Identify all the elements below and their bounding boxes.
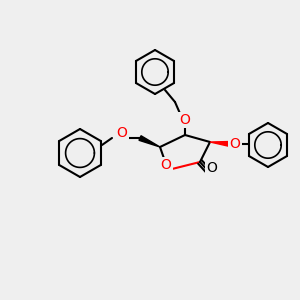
Polygon shape (139, 136, 160, 147)
Text: O: O (117, 126, 128, 140)
Text: O: O (207, 161, 218, 175)
Text: O: O (160, 158, 171, 172)
Text: O: O (180, 113, 190, 127)
Text: O: O (230, 137, 240, 151)
Polygon shape (210, 142, 230, 146)
